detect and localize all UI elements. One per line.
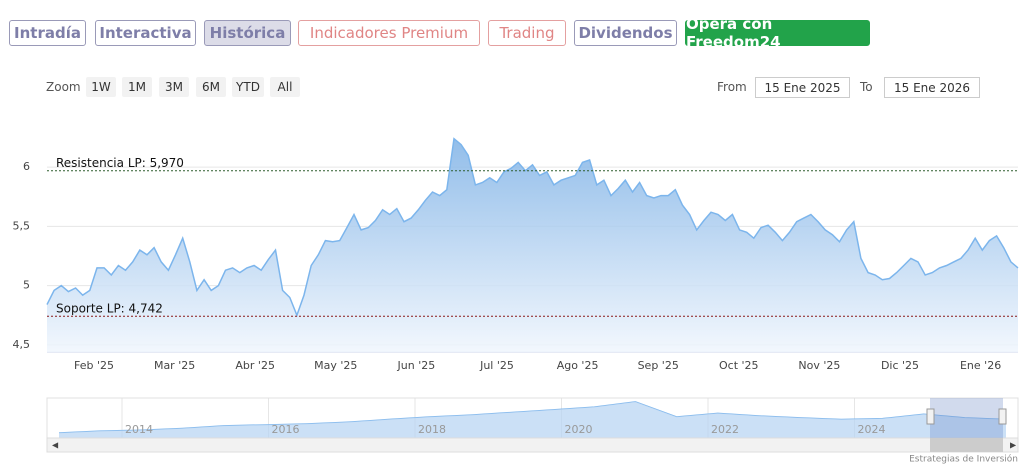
y-tick-label: 6 bbox=[23, 160, 30, 173]
zoom-button[interactable]: 1W bbox=[86, 77, 116, 97]
zoom-button[interactable]: YTD bbox=[232, 77, 264, 97]
scroll-arrow[interactable]: ◀ bbox=[52, 441, 59, 450]
x-tick-label: Dic '25 bbox=[881, 359, 919, 372]
tab[interactable]: Dividendos bbox=[574, 20, 677, 46]
navigator-area bbox=[59, 401, 1006, 438]
x-tick-label: Ene '26 bbox=[960, 359, 1001, 372]
scrollbar[interactable] bbox=[46, 437, 1019, 453]
zoom-label: Zoom bbox=[46, 80, 81, 94]
navigator-label: 2016 bbox=[272, 423, 300, 436]
from-label: From bbox=[717, 80, 747, 94]
navigator-label: 2020 bbox=[565, 423, 593, 436]
zoom-button[interactable]: 3M bbox=[159, 77, 189, 97]
x-tick-label: Ago '25 bbox=[557, 359, 599, 372]
tab[interactable]: Indicadores Premium bbox=[298, 20, 480, 46]
x-tick-label: Sep '25 bbox=[638, 359, 679, 372]
x-tick-label: Nov '25 bbox=[798, 359, 840, 372]
navigator-selection[interactable] bbox=[930, 398, 1003, 438]
tab[interactable]: Intradía bbox=[9, 20, 86, 46]
scrollbar-thumb[interactable] bbox=[930, 438, 1003, 452]
scroll-arrow[interactable]: ▶ bbox=[1010, 441, 1017, 450]
x-tick-label: Jun '25 bbox=[397, 359, 436, 372]
plot-line-label: Resistencia LP: 5,970 bbox=[56, 156, 184, 170]
x-tick-label: Abr '25 bbox=[235, 359, 275, 372]
y-tick-label: 5,5 bbox=[13, 219, 31, 232]
tab[interactable]: Interactiva bbox=[95, 20, 196, 46]
navigator-handle[interactable] bbox=[926, 408, 935, 425]
navigator-handle[interactable] bbox=[998, 408, 1007, 425]
navigator-label: 2024 bbox=[858, 423, 886, 436]
cta-button[interactable]: Opera con Freedom24 bbox=[685, 15, 870, 51]
from-input[interactable]: 15 Ene 2025 bbox=[755, 77, 850, 98]
credit: Estrategias de Inversión bbox=[909, 454, 1018, 465]
plot-line-label: Soporte LP: 4,742 bbox=[56, 302, 163, 316]
x-tick-label: Jul '25 bbox=[479, 359, 514, 372]
to-input[interactable]: 15 Ene 2026 bbox=[884, 77, 980, 98]
tab-active[interactable]: Histórica bbox=[204, 20, 291, 46]
navigator-label: 2018 bbox=[418, 423, 446, 436]
tab[interactable]: Trading bbox=[488, 20, 566, 46]
navigator-label: 2022 bbox=[711, 423, 739, 436]
y-tick-label: 4,5 bbox=[13, 338, 31, 351]
x-tick-label: Oct '25 bbox=[719, 359, 759, 372]
line bbox=[46, 137, 1019, 318]
zoom-button[interactable]: 1M bbox=[122, 77, 152, 97]
to-label: To bbox=[860, 80, 873, 94]
zoom-button[interactable]: All bbox=[270, 77, 300, 97]
navigator-label: 2014 bbox=[125, 423, 153, 436]
zoom-button[interactable]: 6M bbox=[196, 77, 226, 97]
x-tick-label: Mar '25 bbox=[154, 359, 195, 372]
y-tick-label: 5 bbox=[23, 279, 30, 292]
x-tick-label: Feb '25 bbox=[74, 359, 114, 372]
x-tick-label: May '25 bbox=[314, 359, 357, 372]
